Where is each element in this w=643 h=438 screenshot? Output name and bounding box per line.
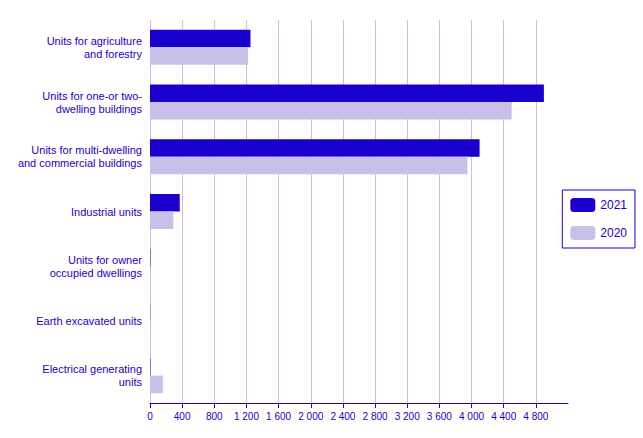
svg-text:Electrical generating: Electrical generating [42,363,142,375]
svg-text:units: units [119,376,143,388]
svg-text:2021: 2021 [600,198,627,212]
svg-text:2020: 2020 [600,226,627,240]
svg-text:and commercial buildings: and commercial buildings [18,157,143,169]
svg-text:Industrial units: Industrial units [71,206,142,218]
svg-text:4 000: 4 000 [459,411,484,422]
svg-text:3 600: 3 600 [427,411,452,422]
svg-text:2 400: 2 400 [330,411,355,422]
svg-text:3 200: 3 200 [395,411,420,422]
svg-text:Units for agriculture: Units for agriculture [47,35,142,47]
svg-text:occupied dwellings: occupied dwellings [50,267,143,279]
svg-text:Units for multi-dwelling: Units for multi-dwelling [31,144,142,156]
svg-text:4 800: 4 800 [523,411,548,422]
svg-text:0: 0 [147,411,153,422]
svg-text:Units for owner: Units for owner [68,254,142,266]
svg-text:2 000: 2 000 [298,411,323,422]
svg-text:Units for one-or two-: Units for one-or two- [42,90,142,102]
svg-text:400: 400 [174,411,191,422]
svg-text:1 600: 1 600 [266,411,291,422]
svg-text:2 800: 2 800 [363,411,388,422]
svg-text:800: 800 [206,411,223,422]
svg-text:4 400: 4 400 [491,411,516,422]
svg-text:dwelling buildings: dwelling buildings [56,103,143,115]
svg-text:and forestry: and forestry [84,48,143,60]
svg-text:1 200: 1 200 [234,411,259,422]
svg-text:Earth excavated units: Earth excavated units [36,315,142,327]
